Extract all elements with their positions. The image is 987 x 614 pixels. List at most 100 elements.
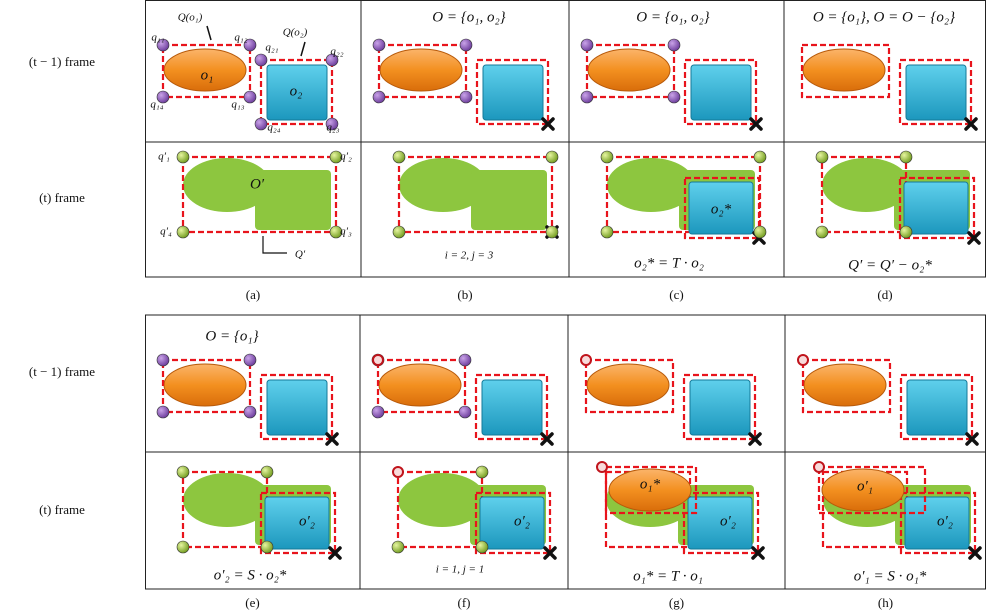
blue-object [267, 380, 327, 435]
ring-point [581, 355, 591, 365]
purple-point [157, 406, 169, 418]
green-point [261, 541, 273, 553]
purple-point [373, 39, 385, 51]
panel-caption: (d) [877, 287, 892, 302]
purple-point [255, 54, 267, 66]
green-point [546, 151, 558, 163]
panel-label: i = 1, j = 1 [436, 564, 484, 576]
blue-object [907, 380, 967, 435]
arrow [301, 42, 305, 56]
purple-point [581, 91, 593, 103]
arrow [263, 236, 287, 253]
purple-point [244, 406, 256, 418]
purple-point [459, 354, 471, 366]
green-point [900, 226, 912, 238]
ring-point [798, 355, 808, 365]
purple-point [459, 406, 471, 418]
blue-object [483, 65, 543, 120]
panel-label: o′₁ = S · o₁* [854, 568, 927, 584]
purple-point [244, 91, 256, 103]
panel-label: o₁* = T · o₁ [633, 568, 703, 584]
green-region [471, 170, 547, 230]
blue-object [906, 65, 966, 120]
blue-object [480, 497, 544, 549]
panel-label: q₁₃ [231, 99, 244, 111]
orange-object [804, 364, 886, 406]
panel-caption: (g) [669, 595, 684, 610]
panel-label: q′₄ [160, 226, 172, 238]
green-point [601, 226, 613, 238]
panel-label: Q(o₂) [283, 27, 308, 39]
row-label: (t) frame [39, 502, 85, 517]
orange-object [587, 364, 669, 406]
orange-object [588, 49, 670, 91]
panel-label: q₂₂ [330, 46, 343, 58]
panel: O = {o₁}, O = O − {o₂}Q′ = Q′ − o₂* [802, 9, 979, 273]
green-point [392, 541, 404, 553]
panel-caption: (a) [246, 287, 260, 302]
green-point [546, 226, 558, 238]
purple-point [372, 406, 384, 418]
green-point [393, 151, 405, 163]
panel-label: q₂₃ [326, 122, 339, 134]
arrow [207, 26, 211, 40]
panel-caption: (b) [457, 287, 472, 302]
orange-object [164, 364, 246, 406]
panel-label: q₁₂ [234, 32, 247, 44]
panel: o′₁ o′₂ o′₁ = S · o₁* [798, 355, 980, 584]
panel-caption: (c) [669, 287, 683, 302]
panel-label: o′₂ [720, 513, 736, 529]
green-point [177, 226, 189, 238]
ring-point [814, 462, 824, 472]
figure: (t − 1) frame (t) frame (t − 1) frame (t) f… [0, 0, 987, 614]
green-point [261, 466, 273, 478]
green-point [393, 226, 405, 238]
purple-point [373, 91, 385, 103]
panel-label: q′₃ [340, 226, 352, 238]
panel: o₁*o′₂o₁* = T · o₁ [581, 355, 763, 584]
orange-object [380, 49, 462, 91]
panel-label: Q′ = Q′ − o₂* [848, 257, 932, 273]
panel: O = {o₁, o₂}o₂*o₂* = T · o₂ [581, 9, 766, 271]
panel: Q(o₁)Q(o₂)q₁₁q₁₂q₁₃q₁₄q₂₁q₂₂q₂₃q₂₄o₁o₂q′… [150, 12, 352, 261]
purple-point [255, 118, 267, 130]
green-point [816, 151, 828, 163]
panel-label: o′₂ [514, 513, 530, 529]
panel-label: o₂ [290, 83, 303, 99]
panel-label: O′ [250, 176, 265, 192]
purple-point [460, 91, 472, 103]
panel-label: q₂₄ [267, 122, 280, 134]
row-label: (t − 1) frame [29, 54, 95, 69]
panel-label: q₂₁ [265, 42, 278, 54]
panel: o′₂ i = 1, j = 1 [372, 354, 555, 576]
ring-point [373, 355, 383, 365]
orange-object [803, 49, 885, 91]
green-point [476, 541, 488, 553]
purple-point [244, 354, 256, 366]
green-point [816, 226, 828, 238]
green-point [601, 151, 613, 163]
purple-point [460, 39, 472, 51]
row-label: (t − 1) frame [29, 364, 95, 379]
panel-label: i = 2, j = 3 [445, 250, 494, 262]
row-label: (t) frame [39, 190, 85, 205]
panel-label: O = {o₁} [205, 328, 258, 344]
green-point [900, 151, 912, 163]
panel: O = {o₁}o′₂o′₂ = S · o₂* [157, 328, 340, 583]
panel-label: o₂* [711, 201, 732, 217]
green-point [177, 541, 189, 553]
panel-label: o′₂ [937, 513, 953, 529]
green-point [476, 466, 488, 478]
panel-label: q′₁ [158, 151, 170, 163]
panel-label: Q(o₁) [178, 12, 203, 24]
purple-point [668, 39, 680, 51]
panel-label: o′₁ [857, 478, 873, 494]
green-point [754, 226, 766, 238]
purple-point [581, 39, 593, 51]
panel-label: o′₂ [299, 513, 315, 529]
ring-point [597, 462, 607, 472]
panel-label: o₂* = T · o₂ [634, 255, 704, 271]
panel-caption: (h) [878, 595, 893, 610]
purple-point [668, 91, 680, 103]
green-point [754, 151, 766, 163]
